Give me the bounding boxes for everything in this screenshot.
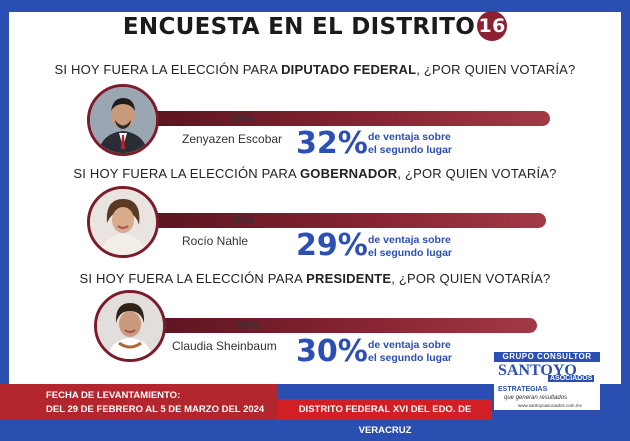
- advantage-text-line2: el segundo lugar: [368, 247, 453, 259]
- advantage-text: de ventaja sobre el segundo lugar: [368, 131, 452, 157]
- survey-date-range: DEL 29 DE FEBRERO AL 5 DE MARZO DEL 2024: [46, 404, 265, 415]
- question-suffix: , ¿POR QUIEN VOTARÍA?: [397, 166, 557, 181]
- advantage-text-line1: de ventaja sobre: [368, 131, 451, 143]
- survey-date-label: FECHA DE LEVANTAMIENTO:: [46, 390, 181, 401]
- question-suffix: , ¿POR QUIEN VOTARÍA?: [391, 271, 551, 286]
- survey-date-footer: FECHA DE LEVANTAMIENTO: DEL 29 DE FEBRER…: [0, 384, 278, 420]
- logo-main-text: SANTOYO: [498, 362, 577, 379]
- question-bold: PRESIDENTE: [306, 271, 392, 286]
- advantage-text-line1: de ventaja sobre: [368, 339, 451, 351]
- vote-bar-presidente: [140, 318, 537, 333]
- candidate-name: Claudia Sheinbaum: [172, 339, 277, 353]
- district-number-badge: 16: [477, 10, 508, 41]
- logo-top-text: GRUPO CONSULTOR: [494, 352, 600, 362]
- advantage-text: de ventaja sobre el segundo lugar: [368, 234, 452, 260]
- question-prefix: SI HOY FUERA LA ELECCIÓN PARA: [54, 62, 282, 77]
- advantage-value: 32%: [296, 126, 368, 161]
- percent-label: 52%: [232, 215, 255, 227]
- logo-asociados-text: ASOCIADOS: [548, 375, 595, 382]
- question-bold: DIPUTADO FEDERAL: [281, 62, 417, 77]
- candidate-photo-zenyazen: [87, 84, 159, 156]
- question-bold: GOBERNADOR: [299, 166, 398, 181]
- woman-portrait-icon: [97, 293, 163, 359]
- percent-label: 53%: [232, 113, 255, 125]
- question-suffix: , ¿POR QUIEN VOTARÍA?: [416, 62, 576, 77]
- woman-portrait-icon: [90, 189, 156, 255]
- question-diputado: SI HOY FUERA LA ELECCIÓN PARA DIPUTADO F…: [0, 62, 630, 77]
- candidate-photo-claudia: [94, 290, 166, 362]
- man-portrait-icon: [90, 87, 156, 153]
- vote-bar-gobernador: [140, 213, 546, 228]
- advantage-text-line2: el segundo lugar: [368, 352, 453, 364]
- candidate-name: Rocío Nahle: [182, 234, 249, 248]
- santoyo-logo: GRUPO CONSULTOR SANTOYO ASOCIADOS ESTRAT…: [494, 352, 600, 410]
- question-presidente: SI HOY FUERA LA ELECCIÓN PARA PRESIDENTE…: [0, 271, 630, 286]
- page-title: ENCUESTA EN EL DISTRITO 16: [0, 10, 630, 41]
- question-prefix: SI HOY FUERA LA ELECCIÓN PARA: [73, 166, 300, 181]
- title-text: ENCUESTA EN EL DISTRITO: [122, 14, 476, 40]
- logo-slogan: que generan resultados: [504, 395, 568, 401]
- candidate-photo-rocio: [87, 186, 159, 258]
- advantage-text-line1: de ventaja sobre: [368, 234, 451, 246]
- question-prefix: SI HOY FUERA LA ELECCIÓN PARA: [79, 271, 307, 286]
- advantage-text-line2: el segundo lugar: [368, 144, 453, 156]
- district-footer: DISTRITO FEDERAL XVI DEL EDO. DE VERACRU…: [278, 399, 492, 436]
- logo-website: www.santoyoasociados.com.mx: [518, 403, 582, 408]
- candidate-name: Zenyazen Escobar: [182, 132, 283, 146]
- question-gobernador: SI HOY FUERA LA ELECCIÓN PARA GOBERNADOR…: [0, 166, 630, 181]
- vote-bar-diputado: [140, 111, 550, 126]
- advantage-value: 30%: [296, 334, 368, 369]
- advantage-text: de ventaja sobre el segundo lugar: [368, 339, 452, 365]
- logo-estrategias-text: ESTRATEGIAS: [498, 386, 548, 393]
- percent-label: 50%: [237, 320, 260, 332]
- advantage-value: 29%: [296, 228, 368, 263]
